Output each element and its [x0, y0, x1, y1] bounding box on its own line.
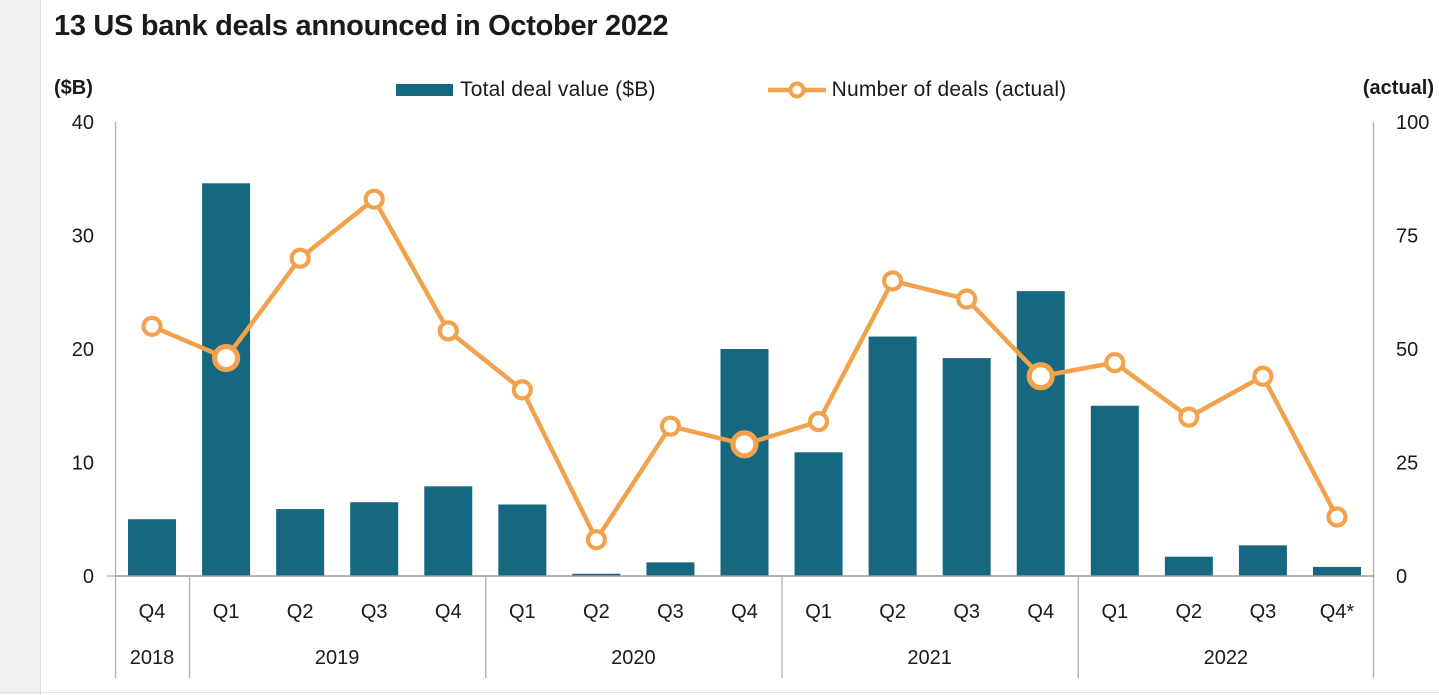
- left-axis-tick-label: 10: [72, 453, 94, 475]
- line-marker-Q3-15: [1252, 365, 1274, 387]
- bar-Q1-13: [1090, 405, 1139, 576]
- line-marker-Q1-5: [511, 379, 533, 401]
- right-axis-unit-label: (actual): [1362, 77, 1434, 99]
- year-label: 2021: [907, 647, 952, 669]
- bar-Q1-1: [202, 183, 251, 577]
- line-marker-Q3-7: [659, 415, 682, 437]
- line-marker-Q4-0: [141, 315, 163, 337]
- quarter-label: Q1: [1101, 601, 1128, 623]
- quarter-label: Q4: [139, 601, 166, 623]
- quarter-label: Q4*: [1320, 601, 1355, 623]
- quarter-label: Q1: [213, 601, 240, 623]
- quarter-label: Q4: [1027, 601, 1054, 623]
- right-axis-tick-label: 100: [1396, 112, 1429, 134]
- line-marker-Q3-3: [363, 188, 385, 210]
- bar-Q3-15: [1238, 545, 1287, 576]
- legend-item-bar-series: Total deal value ($B): [396, 78, 656, 102]
- quarter-label: Q2: [879, 601, 906, 623]
- year-label: 2018: [130, 647, 175, 669]
- bar-Q2-6: [572, 573, 621, 576]
- chart-legend: Total deal value ($B) Number of deals (a…: [396, 78, 1066, 102]
- bar-Q3-11: [942, 358, 991, 576]
- bar-Q2-14: [1164, 556, 1213, 576]
- line-marker-Q1-13: [1104, 352, 1126, 374]
- line-marker-Q1-9: [807, 411, 830, 433]
- quarter-label: Q3: [1250, 601, 1277, 623]
- year-label: 2020: [611, 647, 656, 669]
- left-axis-tick-label: 30: [72, 226, 94, 248]
- bar-Q1-9: [794, 452, 843, 576]
- bar-Q3-3: [350, 502, 399, 576]
- line-marker-Q4-12: [1026, 362, 1055, 391]
- page-left-gutter: [0, 0, 41, 695]
- right-axis-tick-label: 75: [1396, 226, 1418, 248]
- bar-series-label: Total deal value ($B): [460, 78, 656, 101]
- bar-series-swatch: [396, 84, 453, 96]
- legend-marker-icon: [788, 81, 806, 99]
- quarter-label: Q3: [361, 601, 388, 623]
- line-marker-Q4-4: [437, 320, 459, 342]
- left-axis-tick-label: 0: [83, 566, 94, 588]
- quarter-label: Q2: [287, 601, 314, 623]
- bar-Q3-7: [646, 562, 695, 576]
- right-axis-tick-label: 25: [1396, 453, 1418, 475]
- bar-Q4-4: [424, 486, 473, 576]
- bar-Q4-16: [1312, 566, 1361, 576]
- chart-title: 13 US bank deals announced in October 20…: [54, 10, 669, 42]
- year-label: 2022: [1204, 647, 1249, 669]
- page-bottom-divider: [0, 692, 1439, 693]
- bar-Q4-12: [1016, 291, 1065, 576]
- quarter-label: Q1: [509, 601, 536, 623]
- quarter-label: Q1: [805, 601, 832, 623]
- quarter-label: Q3: [953, 601, 980, 623]
- bar-Q4-8: [720, 349, 769, 576]
- line-marker-Q4-8: [730, 430, 759, 459]
- line-marker-Q2-10: [882, 270, 904, 292]
- left-axis-tick-label: 40: [72, 112, 94, 134]
- year-label: 2019: [315, 647, 360, 669]
- line-series-label: Number of deals (actual): [831, 78, 1067, 101]
- line-marker-Q1-1: [211, 343, 241, 373]
- bar-Q2-2: [276, 509, 325, 576]
- right-axis-tick-label: 50: [1396, 339, 1418, 361]
- right-axis-tick-label: 0: [1396, 566, 1407, 588]
- bar-Q2-10: [868, 336, 917, 576]
- legend-item-line-series: Number of deals (actual): [656, 78, 1067, 102]
- quarter-label: Q2: [1176, 601, 1203, 623]
- quarter-label: Q4: [731, 601, 758, 623]
- left-axis-tick-label: 20: [72, 339, 94, 361]
- line-marker-Q3-11: [956, 288, 978, 310]
- line-series-marker-icon: [767, 81, 826, 99]
- line-marker-Q2-6: [585, 529, 607, 551]
- bar-Q1-5: [498, 504, 547, 576]
- quarter-label: Q4: [435, 601, 462, 623]
- quarter-label: Q2: [583, 601, 610, 623]
- line-marker-Q2-2: [289, 247, 311, 269]
- left-axis-unit-label: ($B): [54, 77, 93, 99]
- bar-Q4-0: [128, 519, 177, 576]
- line-marker-Q2-14: [1178, 406, 1200, 428]
- line-marker-Q4-16: [1326, 506, 1348, 528]
- quarter-label: Q3: [657, 601, 684, 623]
